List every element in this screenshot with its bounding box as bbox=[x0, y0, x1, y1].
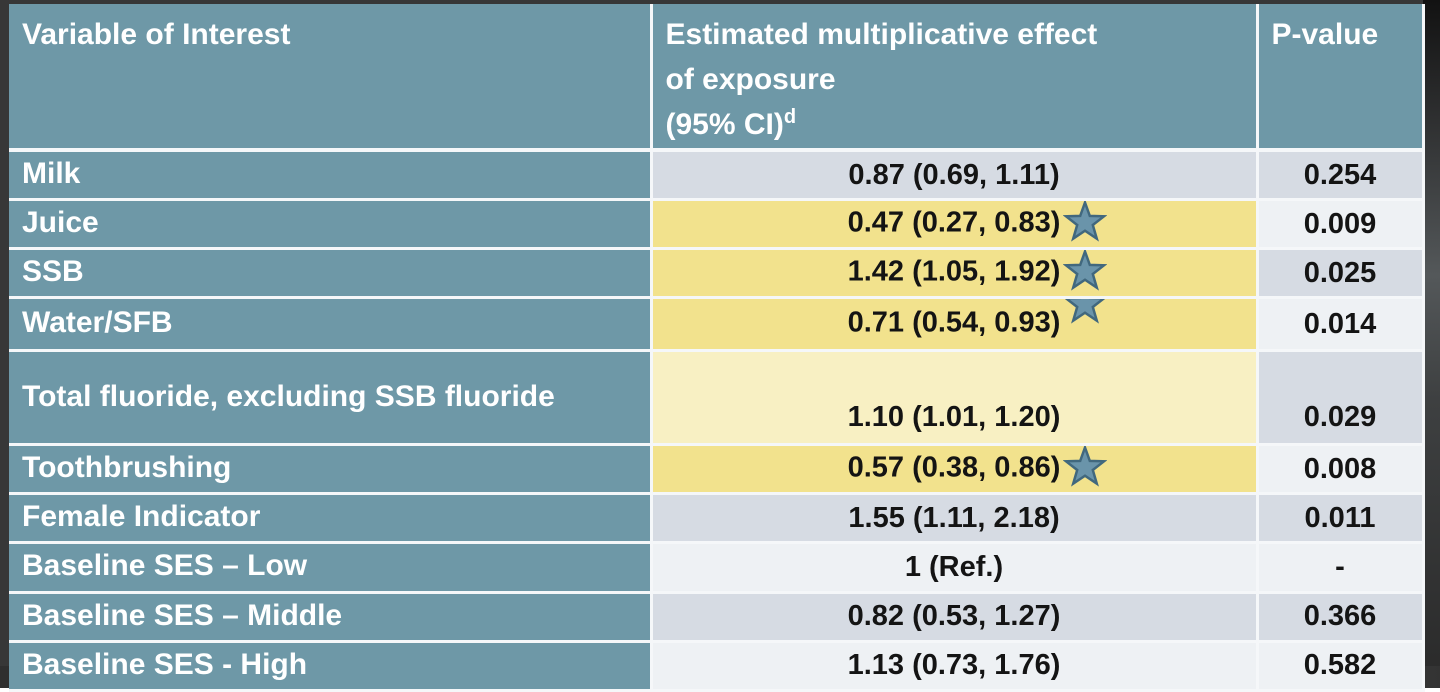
footnote-marker-d: d bbox=[783, 106, 797, 128]
significance-star-icon bbox=[1062, 447, 1108, 489]
variable-cell: Baseline SES - High bbox=[9, 639, 653, 692]
header-estimate-line1: Estimated multiplicative effect bbox=[665, 18, 1098, 51]
variable-cell: Female Indicator bbox=[9, 492, 653, 545]
header-variable-of-interest: Variable of Interest bbox=[9, 4, 653, 152]
estimate-cell: 1 (Ref.) bbox=[649, 541, 1259, 594]
variable-cell: Baseline SES – Middle bbox=[9, 590, 653, 643]
estimate-cell: 1.42 (1.05, 1.92) bbox=[649, 247, 1259, 300]
estimate-cell: 0.71 (0.54, 0.93) bbox=[649, 296, 1259, 353]
variable-cell: Milk bbox=[9, 148, 653, 202]
estimate-cell: 1.55 (1.11, 2.18) bbox=[649, 492, 1259, 545]
header-row: Variable of Interest Estimated multiplic… bbox=[9, 4, 1425, 152]
table-row: Female Indicator 1.55 (1.11, 2.18) 0.011 bbox=[9, 492, 1425, 545]
p-value-cell: 0.008 bbox=[1255, 443, 1425, 496]
table-row: Baseline SES – Middle 0.82 (0.53, 1.27) 0.… bbox=[9, 590, 1425, 643]
table-row: Juice 0.47 (0.27, 0.83) 0.009 bbox=[9, 198, 1425, 251]
table-row: Total fluoride, excluding SSB fluoride 1.… bbox=[9, 349, 1425, 447]
estimate-cell: 0.82 (0.53, 1.27) bbox=[649, 590, 1259, 643]
p-value-cell: 0.582 bbox=[1255, 639, 1425, 692]
estimate-text: 1.55 (1.11, 2.18) bbox=[848, 502, 1060, 535]
estimate-cell: 1.10 (1.01, 1.20) bbox=[649, 349, 1259, 447]
estimate-cell: 1.13 (0.73, 1.76) bbox=[649, 639, 1259, 692]
estimate-cell: 0.47 (0.27, 0.83) bbox=[649, 198, 1259, 251]
table-row: Milk 0.87 (0.69, 1.11) 0.254 bbox=[9, 148, 1425, 202]
header-estimate-line3: (95% CI)d bbox=[665, 102, 1248, 146]
p-value-cell: - bbox=[1255, 541, 1425, 594]
p-value-cell: 0.366 bbox=[1255, 590, 1425, 643]
p-value-cell: 0.254 bbox=[1255, 148, 1425, 202]
variable-cell: Baseline SES – Low bbox=[9, 541, 653, 594]
header-estimate: Estimated multiplicative effect of expos… bbox=[649, 4, 1259, 152]
results-table: Variable of Interest Estimated multiplic… bbox=[9, 4, 1425, 692]
estimate-cell: 0.57 (0.38, 0.86) bbox=[649, 443, 1259, 496]
header-p-value: P-value bbox=[1255, 4, 1425, 152]
estimate-text: 0.57 (0.38, 0.86) bbox=[847, 451, 1061, 484]
estimate-text: 0.87 (0.69, 1.11) bbox=[848, 158, 1060, 191]
estimate-text: 0.71 (0.54, 0.93) bbox=[847, 306, 1061, 339]
estimate-cell: 0.87 (0.69, 1.11) bbox=[649, 148, 1259, 202]
significance-star-icon bbox=[1062, 251, 1108, 293]
table-header: Variable of Interest Estimated multiplic… bbox=[9, 4, 1425, 152]
p-value-cell: 0.011 bbox=[1255, 492, 1425, 545]
table-body: Milk 0.87 (0.69, 1.11) 0.254 Juice 0.47 (0.2… bbox=[9, 148, 1425, 692]
header-ci-text: (95% CI) bbox=[665, 108, 784, 141]
variable-cell: Toothbrushing bbox=[9, 443, 653, 496]
p-value-cell: 0.029 bbox=[1255, 349, 1425, 447]
header-estimate-line2: of exposure bbox=[665, 63, 836, 96]
table-row: Toothbrushing 0.57 (0.38, 0.86) 0.008 bbox=[9, 443, 1425, 496]
p-value-cell: 0.009 bbox=[1255, 198, 1425, 251]
estimate-text: 1.10 (1.01, 1.20) bbox=[847, 401, 1061, 434]
variable-cell: Juice bbox=[9, 198, 653, 251]
table-row: Baseline SES – Low 1 (Ref.) - bbox=[9, 541, 1425, 594]
table-row: Baseline SES - High 1.13 (0.73, 1.76) 0.58… bbox=[9, 639, 1425, 692]
estimate-text: 1 (Ref.) bbox=[904, 551, 1004, 584]
estimate-text: 0.47 (0.27, 0.83) bbox=[847, 206, 1061, 239]
p-value-cell: 0.025 bbox=[1255, 247, 1425, 300]
significance-star-icon bbox=[1063, 300, 1107, 326]
estimate-text: 1.13 (0.73, 1.76) bbox=[847, 649, 1061, 682]
variable-cell: Water/SFB bbox=[9, 296, 653, 353]
slide-edge-shadow bbox=[1423, 0, 1440, 688]
table-row: SSB 1.42 (1.05, 1.92) 0.025 bbox=[9, 247, 1425, 300]
significance-star-icon bbox=[1062, 202, 1108, 244]
variable-cell: SSB bbox=[9, 247, 653, 300]
variable-cell: Total fluoride, excluding SSB fluoride bbox=[9, 349, 653, 447]
table-row: Water/SFB 0.71 (0.54, 0.93) 0.014 bbox=[9, 296, 1425, 353]
estimate-text: 0.82 (0.53, 1.27) bbox=[847, 600, 1061, 633]
p-value-cell: 0.014 bbox=[1255, 296, 1425, 353]
estimate-text: 1.42 (1.05, 1.92) bbox=[847, 255, 1061, 288]
